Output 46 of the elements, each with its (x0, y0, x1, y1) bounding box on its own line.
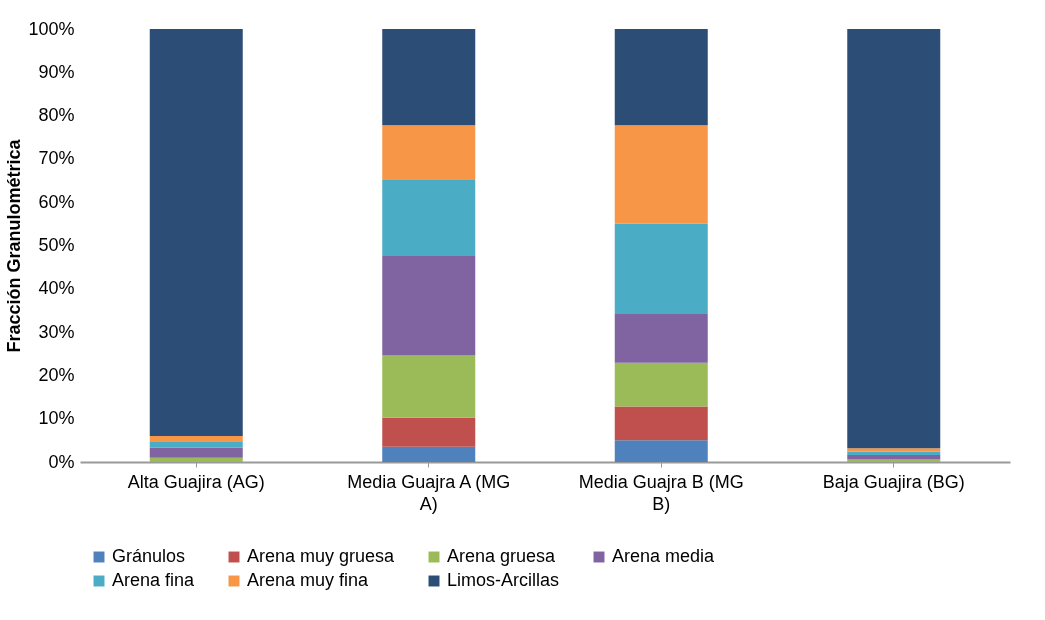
x-tick-label: Baja Guajira (BG) (822, 471, 965, 492)
bar (382, 446, 476, 462)
bar (382, 255, 476, 356)
x-tick-label: Media Guajra B (MG B) (578, 471, 744, 514)
bar (847, 459, 941, 462)
bar (614, 223, 708, 314)
bar (382, 29, 476, 126)
bar (149, 29, 243, 437)
bar (149, 436, 243, 442)
y-tick-label: 90% (38, 61, 75, 82)
bar (614, 406, 708, 441)
bar (614, 313, 708, 363)
legend-label: Arena muy fina (247, 570, 370, 590)
bar (382, 355, 476, 418)
y-tick-label: 70% (38, 148, 75, 169)
bar (382, 125, 476, 181)
x-tick-label: Media Guajra A (MG A) (347, 471, 511, 514)
bar (149, 457, 243, 462)
bar (614, 29, 708, 126)
bar (149, 441, 243, 448)
bar (149, 447, 243, 458)
legend-label: Gránulos (112, 546, 186, 566)
x-tick-label: Alta Guajira (AG) (127, 471, 265, 492)
legend-label: Arena media (612, 546, 716, 566)
legend-label: Limos-Arcillas (447, 570, 560, 590)
legend-label: Arena fina (112, 570, 196, 590)
bar (847, 448, 941, 452)
y-tick-label: 10% (38, 408, 75, 429)
y-tick-label: 60% (38, 191, 75, 212)
y-tick-label: 80% (38, 105, 75, 126)
bar (614, 362, 708, 407)
legend-label: Arena muy gruesa (247, 546, 396, 566)
bar (847, 29, 941, 449)
y-tick-label: 100% (28, 18, 75, 39)
y-tick-label: 30% (38, 321, 75, 342)
y-tick-label: 40% (38, 278, 75, 299)
y-axis-title: Fracción Granulométrica (4, 138, 25, 353)
y-tick-label: 0% (48, 451, 75, 472)
y-tick-label: 20% (38, 364, 75, 385)
bar (614, 125, 708, 224)
bar (847, 455, 941, 460)
bar (382, 180, 476, 256)
bar (382, 417, 476, 447)
bar (614, 440, 708, 462)
y-tick-label: 50% (38, 235, 75, 255)
legend-label: Arena gruesa (447, 546, 557, 566)
